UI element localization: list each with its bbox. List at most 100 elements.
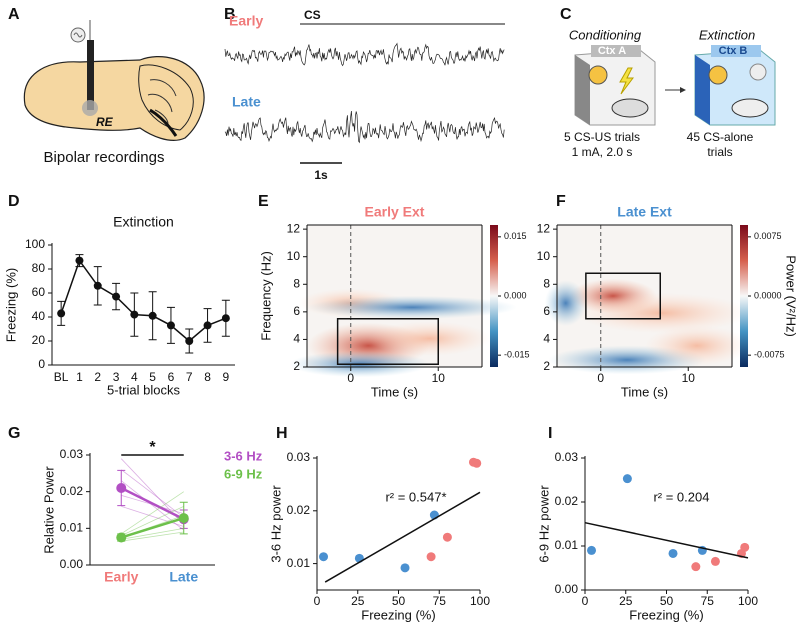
y-axis-label: Relative Power [41, 466, 56, 554]
y-tick-label: 0 [38, 357, 45, 371]
point [185, 337, 194, 345]
colorbar-tick-label: 0.0000 [754, 290, 782, 300]
heatmap-texture [644, 325, 750, 366]
point [691, 562, 701, 572]
colorbar-tick-label: -0.0075 [754, 350, 785, 360]
y-tick-label: 4 [293, 332, 300, 346]
trace [224, 42, 505, 67]
caption: Bipolar recordings [44, 149, 165, 166]
x-tick-label: 2 [94, 370, 101, 384]
trace-label: Early [229, 13, 263, 29]
x-tick-label: 0 [347, 371, 354, 385]
roi-box [585, 272, 661, 320]
point [442, 532, 452, 542]
roi-box [336, 317, 439, 365]
y-tick-label: 0.03 [287, 450, 311, 464]
panel-label: F [556, 193, 566, 210]
individual-line [121, 491, 184, 535]
point [57, 309, 66, 318]
brain-illustration [23, 20, 205, 141]
y-tick-label: 8 [543, 276, 550, 290]
point [112, 292, 121, 301]
x-tick-label: 0 [582, 594, 589, 608]
point [75, 256, 84, 265]
x-tick-label: BL [54, 370, 69, 384]
x-tick-label: 50 [392, 594, 406, 608]
line [60, 258, 227, 342]
lfp-traces [224, 42, 505, 144]
x-tick-label: 100 [470, 594, 490, 608]
point [203, 321, 212, 330]
y-tick-label: 2 [293, 359, 300, 373]
x-tick-label: 50 [660, 594, 674, 608]
trace-label: Late [232, 94, 261, 110]
y-tick-label: 0.02 [287, 503, 311, 517]
panel-label: B [224, 6, 236, 23]
caption: trials [707, 145, 732, 159]
x-tick-label: 25 [619, 594, 633, 608]
y-tick-label: 6 [543, 304, 550, 318]
y-tick-label: 0.00 [555, 582, 579, 596]
individual-line [121, 480, 184, 531]
panel-label: I [548, 425, 552, 442]
heatmap-texture [544, 280, 587, 327]
condition-title: Conditioning [569, 27, 642, 42]
y-tick-label: 4 [543, 332, 550, 346]
y-tick-label: 0.01 [555, 538, 579, 552]
y-tick-label: 12 [287, 221, 301, 235]
fit-line [584, 521, 749, 559]
colorbar [740, 225, 748, 367]
point [622, 474, 632, 484]
x-tick-label: 7 [186, 370, 193, 384]
x-tick-label: 100 [738, 594, 758, 608]
trace [224, 110, 505, 144]
point [668, 548, 678, 558]
y-tick-label: 10 [287, 249, 301, 263]
point [116, 483, 127, 493]
y-tick-label: 10 [537, 249, 551, 263]
region-label: RE [96, 115, 114, 129]
colorbar [490, 225, 498, 367]
y-axis-label: 3-6 Hz power [268, 485, 283, 563]
line [120, 516, 185, 539]
x-tick-label: 75 [433, 594, 447, 608]
colorbar-tick-label: 0.015 [504, 231, 527, 241]
point [400, 563, 410, 573]
point [130, 310, 139, 319]
y-tick-label: 6 [293, 304, 300, 318]
y-axis-label: Freezing (%) [3, 268, 18, 342]
point [319, 552, 329, 562]
point [472, 458, 482, 468]
x-tick-label: Early [104, 569, 138, 585]
y-tick-label: 100 [25, 237, 45, 251]
individual-line [121, 505, 184, 527]
annotation: r² = 0.204 [653, 489, 709, 504]
context-label: Ctx B [719, 45, 748, 57]
panel-label: H [276, 425, 288, 442]
y-tick-label: 80 [32, 261, 46, 275]
annotation: r² = 0.547* [385, 489, 446, 504]
x-tick-label: 10 [432, 371, 446, 385]
x-tick-label: 6 [168, 370, 175, 384]
x-tick-label: 4 [131, 370, 138, 384]
y-tick-label: 0.03 [555, 450, 579, 464]
heatmap-texture [307, 295, 517, 320]
point [148, 311, 157, 320]
x-tick-label: 3 [113, 370, 120, 384]
chart-title: Early Ext [365, 204, 425, 220]
x-tick-label: 0 [314, 594, 321, 608]
chart-title: Late Ext [617, 204, 672, 220]
colorbar-tick-label: 0.000 [504, 290, 527, 300]
y-tick-label: 60 [32, 285, 46, 299]
x-axis-label: Time (s) [621, 384, 668, 399]
point [587, 545, 597, 555]
colorbar-tick-label: -0.015 [504, 350, 530, 360]
panel-label: G [8, 425, 20, 442]
y-tick-label: 0.02 [60, 484, 84, 498]
panel-label: E [258, 193, 269, 210]
x-axis-label: 5-trial blocks [107, 382, 180, 397]
x-tick-label: 5 [149, 370, 156, 384]
x-tick-label: Late [169, 569, 198, 585]
point [116, 532, 127, 543]
point [426, 552, 436, 562]
